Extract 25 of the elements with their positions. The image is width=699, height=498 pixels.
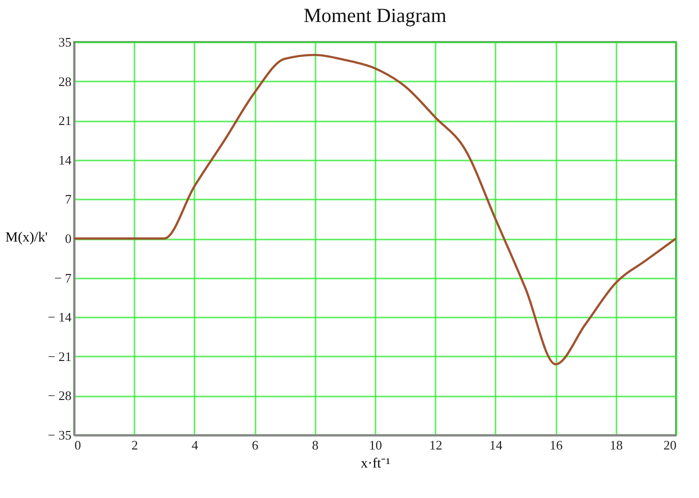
y-tick-label: − 21 bbox=[48, 348, 72, 364]
y-tick-label: 21 bbox=[58, 113, 72, 128]
y-tick-label: − 28 bbox=[48, 388, 72, 404]
x-tick-label: 6 bbox=[252, 438, 259, 452]
line-series bbox=[74, 54, 676, 366]
y-tick-label: − 14 bbox=[48, 310, 72, 325]
x-tick-label: 4 bbox=[192, 438, 199, 452]
x-axis-title: x·ft⁻¹ bbox=[360, 456, 390, 472]
chart-title: Moment Diagram bbox=[304, 5, 447, 27]
y-tick-label: 35 bbox=[58, 34, 72, 50]
x-tick-label: 14 bbox=[489, 438, 503, 452]
y-tick-label: − 7 bbox=[54, 270, 72, 286]
x-tick-label: 20 bbox=[664, 438, 676, 452]
x-tick-label: 16 bbox=[550, 438, 564, 452]
y-axis-title: M(x)/k' bbox=[5, 230, 48, 246]
y-tick-label: 0 bbox=[65, 231, 72, 246]
y-tick-label: 7 bbox=[65, 192, 72, 207]
x-tick-label: 18 bbox=[610, 438, 623, 452]
y-tick-label: 28 bbox=[58, 74, 72, 89]
x-tick-label: 8 bbox=[312, 438, 319, 452]
y-tick-label: − 35 bbox=[48, 428, 72, 442]
x-tick-label: 12 bbox=[429, 438, 442, 452]
x-tick-label: 2 bbox=[131, 438, 138, 452]
x-tick-label: 10 bbox=[369, 438, 382, 452]
y-tick-label: 14 bbox=[58, 152, 72, 168]
